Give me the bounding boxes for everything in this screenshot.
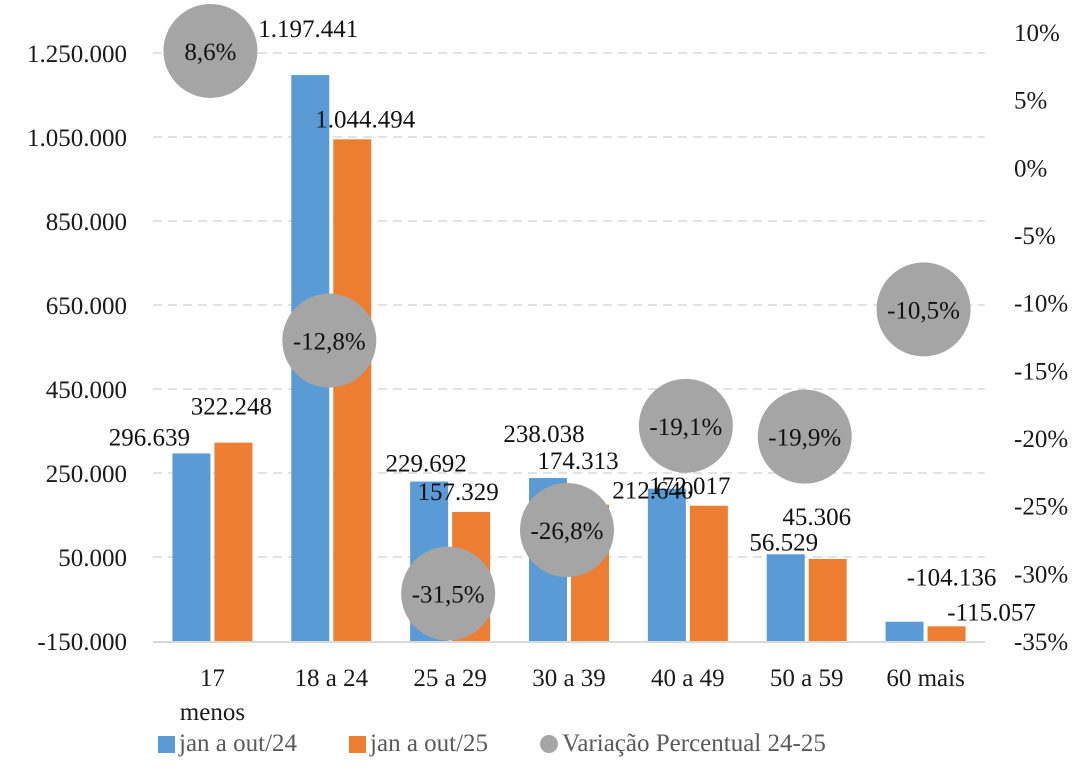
variation-label: -19,9% [768, 425, 841, 452]
category-label: 25 a 29 [413, 665, 487, 692]
bar-data-label: -104.136 [907, 565, 997, 592]
category-label: 17 [200, 665, 225, 692]
category-labels: 17 menos 18 a 24 25 a 29 30 a 39 40 a 49 50 a … [180, 665, 965, 726]
bar-data-label: 45.306 [782, 504, 851, 531]
bar-jan-out-25 [927, 626, 966, 641]
bar-data-label: 1.044.494 [315, 106, 416, 133]
category-label: menos [180, 699, 245, 726]
bar-jan-out-25 [689, 505, 728, 641]
variation-marker [638, 378, 733, 473]
bar-data-label: 238.038 [503, 421, 584, 448]
bar-jan-out-25 [214, 442, 253, 641]
right-tick-label: -5% [1014, 223, 1056, 250]
legend-item-2024[interactable]: jan a out/24 [158, 730, 297, 758]
left-tick-label: 650.000 [46, 293, 127, 320]
variation-label: -31,5% [412, 582, 485, 609]
legend-swatch-2025-icon [349, 735, 367, 753]
variation-label: -12,8% [293, 329, 366, 356]
right-tick-label: -25% [1014, 494, 1068, 521]
left-tick-label: 50.000 [58, 545, 127, 572]
left-tick-label: 450.000 [46, 377, 127, 404]
bar-jan-out-24 [885, 621, 924, 641]
bar-data-label: -115.057 [947, 599, 1036, 626]
gridlines [153, 52, 985, 558]
category-label: 50 a 59 [770, 665, 844, 692]
left-tick-label: 1.050.000 [27, 125, 127, 152]
variation-marker [282, 293, 377, 388]
variation-label: 8,6% [184, 39, 236, 66]
bar-data-label: 322.248 [191, 394, 272, 421]
variation-marker [757, 389, 852, 484]
left-tick-label: 850.000 [46, 209, 127, 236]
legend: jan a out/24 jan a out/25 Variação Perce… [158, 730, 878, 758]
left-tick-label: 250.000 [46, 461, 127, 488]
bar-jan-out-25 [333, 139, 372, 642]
variation-label: -10,5% [887, 297, 960, 324]
category-label: 60 mais [886, 665, 964, 692]
legend-item-2025[interactable]: jan a out/25 [349, 730, 488, 758]
legend-label-variation: Variação Percentual 24-25 [562, 730, 826, 757]
legend-label-2024: jan a out/24 [179, 730, 298, 757]
bar-data-label: 229.692 [386, 451, 467, 478]
variation-marker [401, 546, 496, 641]
legend-swatch-2024-icon [158, 735, 175, 753]
bar-jan-out-24 [647, 488, 686, 641]
category-label: 40 a 49 [651, 665, 725, 692]
variation-label: -26,8% [531, 518, 604, 545]
variation-markers: 8,6% -12,8% -31,5% -26,8% -19,1% -19,9% -10,5% [163, 3, 971, 641]
bar-jan-out-24 [172, 453, 211, 641]
legend-label-2025: jan a out/25 [370, 730, 489, 757]
bar-data-label: 172.017 [649, 473, 730, 500]
right-tick-label: 5% [1014, 88, 1047, 115]
right-tick-label: -30% [1014, 561, 1068, 588]
bar-data-labels: 296.639 1.197.441 229.692 238.038 212.640 56.… [109, 16, 1036, 626]
bar-data-label: 174.313 [537, 448, 618, 475]
left-tick-label: 1.250.000 [27, 41, 127, 68]
right-tick-label: -15% [1014, 358, 1068, 385]
category-label: 30 a 39 [532, 665, 606, 692]
category-label: 18 a 24 [294, 665, 368, 692]
legend-item-variation[interactable]: Variação Percentual 24-25 [540, 730, 826, 758]
bar-data-label: 1.197.441 [258, 16, 358, 43]
right-tick-label: 0% [1014, 155, 1047, 182]
bar-data-label: 296.639 [109, 424, 190, 451]
bar-data-label: 157.329 [418, 479, 499, 506]
bar-data-label: 212.640 [612, 478, 693, 505]
right-tick-label: -10% [1014, 291, 1068, 318]
variation-marker [876, 262, 971, 357]
left-tick-label: -150.000 [37, 629, 127, 656]
right-tick-label: 10% [1014, 20, 1060, 47]
right-tick-label: -35% [1014, 629, 1068, 656]
left-axis: 1.250.000 1.050.000 850.000 650.000 450.000 2… [27, 41, 127, 656]
right-tick-label: -20% [1014, 426, 1068, 453]
bar-jan-out-24 [766, 554, 805, 641]
variation-label: -19,1% [649, 414, 722, 441]
legend-dot-variation-icon [540, 735, 559, 753]
right-axis: 10% 5% 0% -5% -10% -15% -20% -25% -30% -35% [1014, 20, 1068, 656]
bar-data-label: 56.529 [749, 529, 818, 556]
variation-marker [520, 483, 614, 578]
bar-jan-out-25 [808, 558, 847, 641]
variation-marker [163, 3, 258, 98]
